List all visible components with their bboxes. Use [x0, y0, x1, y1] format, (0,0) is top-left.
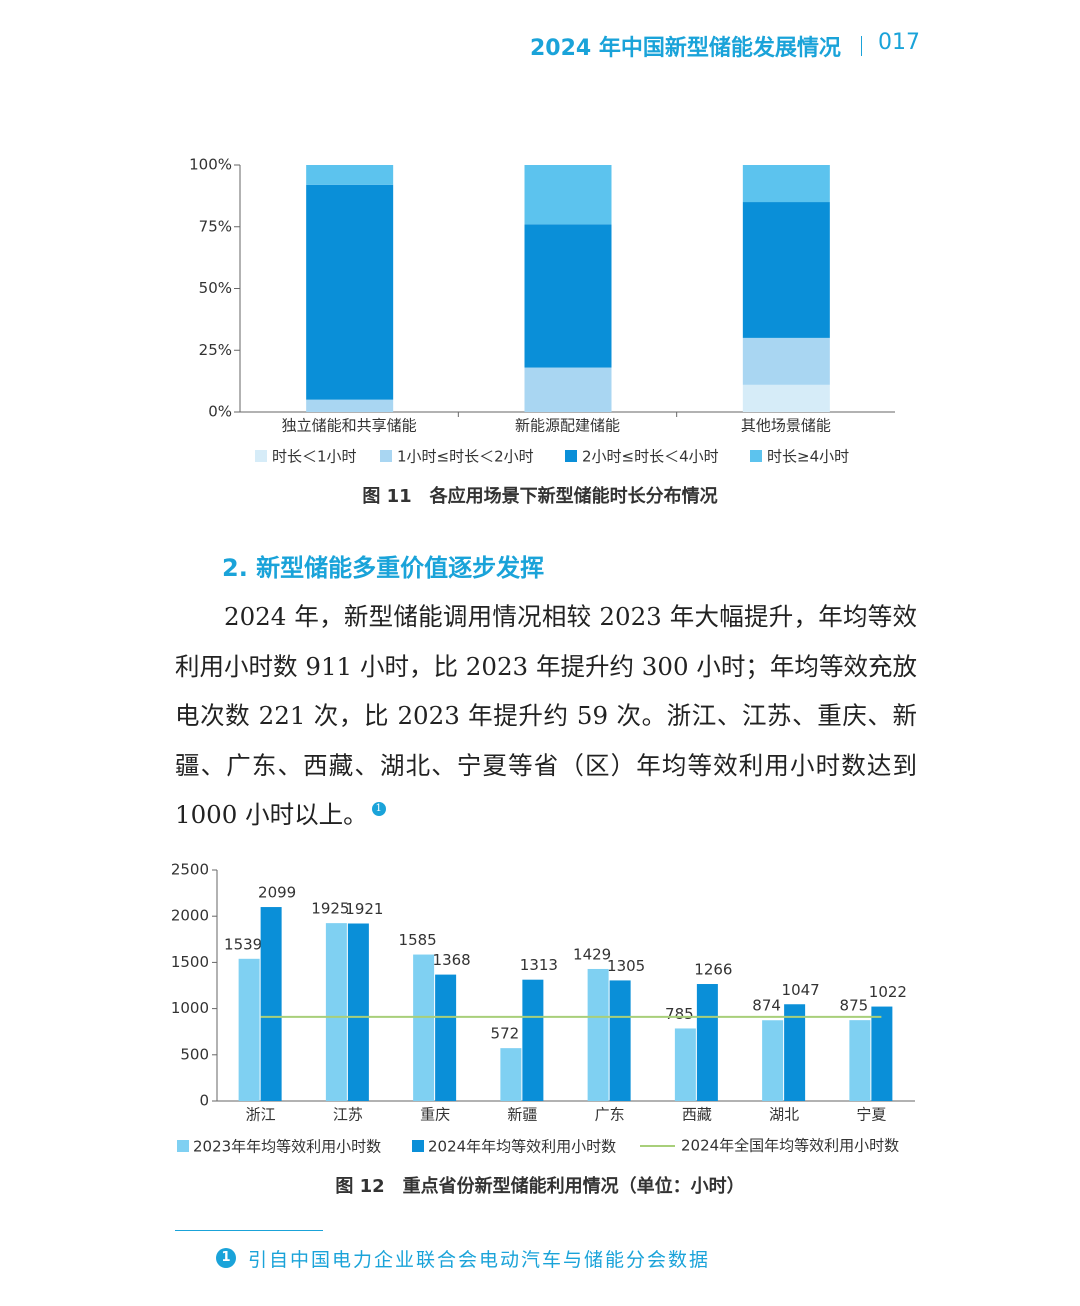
y-tick-label: 2500 — [171, 861, 209, 879]
bar — [325, 923, 347, 1101]
y-tick-label: 0% — [208, 403, 232, 421]
bar-segment — [742, 384, 830, 412]
x-tick-label: 浙江 — [246, 1106, 276, 1124]
bar — [609, 980, 631, 1101]
header-page: 017 — [878, 30, 920, 55]
paragraph-text: 2024 年，新型储能调用情况相较 2023 年大幅提升，年均等效利用小时数 9… — [175, 602, 917, 829]
legend-swatch — [565, 450, 577, 462]
bar — [784, 1004, 806, 1101]
x-tick-label: 宁夏 — [856, 1106, 886, 1124]
section-heading: 2. 新型储能多重价值逐步发挥 — [222, 554, 545, 582]
bar — [522, 979, 544, 1101]
bar — [238, 958, 260, 1101]
caption: 图 12 重点省份新型储能利用情况（单位：小时） — [335, 1176, 745, 1197]
data-label: 874 — [752, 997, 781, 1015]
y-tick-label: 1000 — [171, 999, 209, 1017]
bar-segment — [524, 224, 612, 368]
y-tick-label: 500 — [180, 1045, 209, 1063]
bar — [347, 923, 369, 1101]
x-tick-label: 江苏 — [333, 1106, 363, 1124]
legend-swatch — [177, 1140, 189, 1152]
x-tick-label: 广东 — [595, 1106, 625, 1124]
legend-label: 2小时≤时长＜4小时 — [582, 448, 719, 466]
data-label: 1585 — [399, 931, 437, 949]
data-label: 1313 — [520, 956, 558, 974]
x-tick-label: 西藏 — [682, 1106, 712, 1124]
data-label: 2099 — [258, 884, 296, 902]
data-label: 1429 — [573, 945, 611, 963]
x-tick-label: 其他场景储能 — [741, 417, 831, 435]
y-tick-label: 100% — [189, 156, 232, 174]
data-label: 1925 — [311, 900, 349, 918]
data-label: 1266 — [694, 961, 732, 979]
x-tick-label: 新疆 — [507, 1106, 537, 1124]
bar — [849, 1020, 871, 1101]
legend-label: 2024年年均等效利用小时数 — [428, 1138, 616, 1156]
header-divider — [861, 36, 862, 56]
legend-label: 1小时≤时长＜2小时 — [397, 448, 534, 466]
data-label: 1921 — [345, 900, 383, 918]
bar-segment — [306, 184, 394, 400]
bar — [696, 984, 718, 1101]
data-label: 875 — [840, 997, 869, 1015]
bar — [587, 968, 609, 1101]
header-title: 2024 年中国新型储能发展情况 — [530, 36, 841, 61]
legend-swatch — [750, 450, 762, 462]
bar-segment — [524, 367, 612, 412]
data-label: 1539 — [224, 935, 262, 953]
bar-segment — [524, 165, 612, 225]
bar-segment — [306, 165, 394, 185]
legend-swatch — [380, 450, 392, 462]
x-tick-label: 新能源配建储能 — [515, 417, 620, 435]
paragraph: 2024 年，新型储能调用情况相较 2023 年大幅提升，年均等效利用小时数 9… — [175, 592, 917, 840]
bar-segment — [742, 165, 830, 203]
data-label: 1368 — [433, 951, 471, 969]
y-tick-label: 2000 — [171, 907, 209, 925]
legend-label: 时长＜1小时 — [272, 448, 357, 466]
legend-label: 时长≥4小时 — [767, 448, 849, 466]
y-tick-label: 75% — [199, 217, 232, 235]
data-label: 1305 — [607, 957, 645, 975]
x-tick-label: 湖北 — [769, 1106, 799, 1124]
bar — [674, 1028, 696, 1101]
x-tick-label: 独立储能和共享储能 — [282, 417, 417, 435]
bar — [762, 1020, 784, 1101]
legend-label: 2023年年均等效利用小时数 — [193, 1138, 381, 1156]
y-tick-label: 1500 — [171, 953, 209, 971]
y-tick-label: 50% — [199, 279, 232, 297]
legend-label: 2024年全国年均等效利用小时数 — [681, 1137, 899, 1155]
bar — [260, 907, 282, 1101]
y-tick-label: 0 — [199, 1092, 209, 1110]
data-label: 1022 — [869, 983, 907, 1001]
bar-segment — [742, 202, 830, 338]
data-label: 785 — [665, 1005, 694, 1023]
bar — [435, 974, 457, 1101]
bar-segment — [742, 337, 830, 385]
bar — [871, 1006, 893, 1101]
legend-swatch — [412, 1140, 424, 1152]
footnote-marker: 1 — [216, 1248, 236, 1268]
bar — [413, 954, 435, 1101]
note-marker: 1 — [371, 802, 386, 816]
y-tick-label: 25% — [199, 341, 232, 359]
footnote-text: 引自中国电力企业联合会电动汽车与储能分会数据 — [248, 1249, 711, 1271]
bar-segment — [306, 399, 394, 412]
bar — [500, 1048, 522, 1101]
footnote-rule — [175, 1230, 323, 1231]
x-tick-label: 重庆 — [420, 1106, 450, 1124]
legend-swatch — [255, 450, 267, 462]
data-label: 1047 — [782, 981, 820, 999]
caption: 图 11 各应用场景下新型储能时长分布情况 — [362, 486, 718, 507]
data-label: 572 — [491, 1025, 520, 1043]
